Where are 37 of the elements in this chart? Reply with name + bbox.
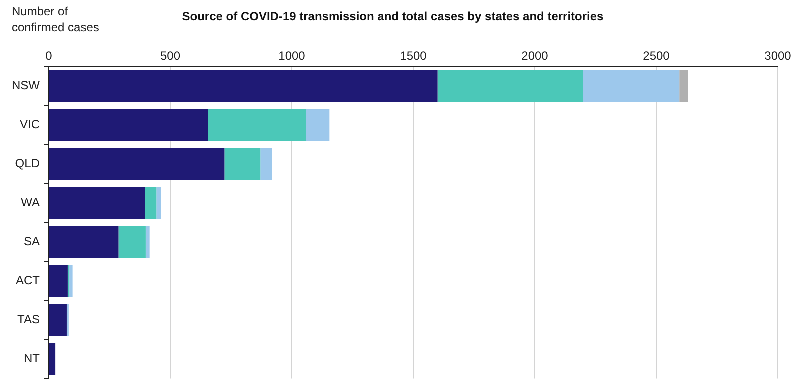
x-tick-label: 3000 (764, 48, 792, 63)
bar (49, 187, 146, 220)
y-tick-label: WA (21, 196, 40, 210)
bar (146, 226, 150, 258)
bar (49, 226, 119, 258)
y-tick-label: ACT (16, 274, 41, 288)
bar (49, 343, 56, 376)
y-tick-label: VIC (20, 118, 40, 132)
bar (49, 109, 208, 142)
y-tick-label: SA (24, 234, 40, 249)
bar (49, 70, 438, 102)
bar (680, 70, 688, 102)
bar (118, 226, 146, 258)
y-tick-label: QLD (15, 156, 40, 171)
bar (145, 187, 157, 220)
bar (156, 187, 162, 220)
y-tick-label: NSW (12, 78, 41, 93)
bar (306, 109, 330, 142)
x-tick-label: 2000 (522, 48, 549, 63)
bar (49, 148, 225, 180)
y-tick-label: TAS (18, 312, 40, 327)
y-tick-label: NT (24, 352, 41, 366)
bar (49, 304, 67, 336)
bar (208, 109, 306, 142)
bar (260, 148, 272, 180)
x-tick-label: 1500 (400, 48, 428, 63)
bar (69, 265, 73, 298)
x-tick-label: 2500 (643, 48, 670, 63)
x-tick-label: 0 (46, 48, 53, 63)
x-axis-title: Number of confirmed cases (12, 4, 100, 34)
chart-title: Source of COVID-19 transmission and total cases by states and territories (182, 10, 604, 24)
bar (438, 70, 584, 102)
x-tick-label: 1000 (278, 48, 306, 63)
bar (583, 70, 680, 102)
x-tick-label: 500 (160, 48, 181, 63)
bar (49, 265, 68, 298)
bar (224, 148, 261, 180)
